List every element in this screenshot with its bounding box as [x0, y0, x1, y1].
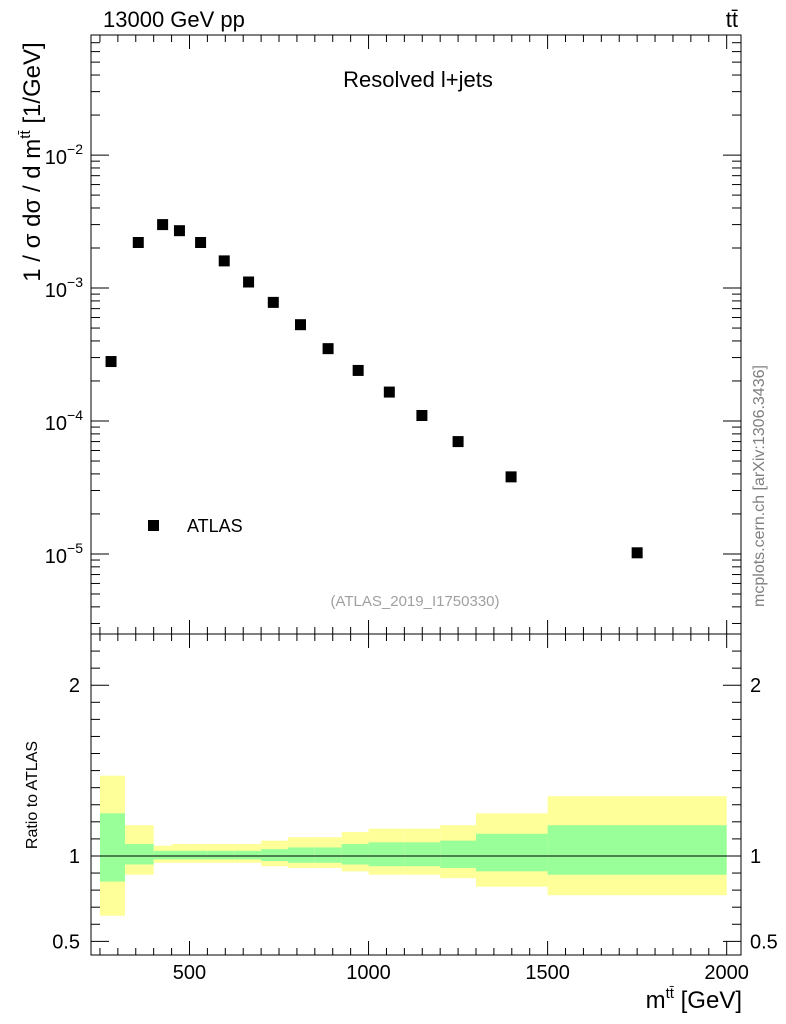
data-point [157, 219, 169, 231]
main-ytick-label-exponent: −2 [67, 141, 83, 157]
x-tick-label: 1500 [525, 962, 570, 984]
ratio-tick-labels: 2 2 1 1 0.5 0.5 500 1000 1500 2000 [52, 675, 778, 984]
main-ytick-label-base: 10 [45, 546, 67, 568]
ratio-ytick-label-left: 1 [69, 846, 80, 868]
ratio-ytick-label-right: 0.5 [750, 931, 778, 953]
ratio-inner-band [475, 833, 548, 872]
data-point [105, 356, 117, 368]
ratio-inner-band [171, 850, 190, 860]
ratio-ytick-label-right: 1 [750, 846, 761, 868]
main-ytick-labels: 10−210−310−410−5 [45, 141, 83, 568]
ratio-ytick-label-left: 2 [69, 675, 80, 697]
data-point [173, 225, 185, 237]
ratio-y-axis-label: Ratio to ATLAS [24, 741, 41, 849]
ratio-inner-band [440, 840, 476, 868]
data-point [322, 343, 334, 355]
main-panel: 10−210−310−410−5 Resolved l+jets (ATLAS_… [17, 34, 742, 635]
x-axis-label-sup: tt̄ [666, 985, 675, 1002]
ratio-inner-band [125, 844, 154, 865]
ratio-inner-band [287, 847, 315, 863]
main-y-axis-label-sup: tt̄ [17, 130, 34, 139]
ratio-frame [90, 633, 742, 956]
main-axis-ticks [91, 34, 741, 634]
ratio-inner-band [99, 813, 126, 882]
main-ytick-label-exponent: −4 [67, 407, 83, 423]
analysis-annotation: (ATLAS_2019_I1750330) [330, 593, 499, 610]
main-ytick-label-exponent: −5 [67, 540, 83, 556]
x-tick-label: 500 [173, 962, 206, 984]
x-axis-label-main: m [646, 987, 666, 1014]
data-point [452, 436, 464, 448]
data-point [505, 471, 517, 483]
ratio-inner-band [207, 850, 235, 860]
ratio-bands [99, 775, 727, 916]
main-ytick-label: 10−3 [45, 274, 83, 302]
main-ytick-label: 10−2 [45, 141, 83, 169]
ratio-ytick-label-left: 0.5 [52, 931, 80, 953]
ratio-inner-band [261, 849, 288, 862]
data-point [195, 237, 207, 249]
ratio-inner-band [189, 850, 208, 860]
ratio-axis-ticks [91, 634, 741, 955]
data-point [416, 409, 428, 421]
main-ytick-label-exponent: −3 [67, 274, 83, 290]
ratio-ytick-label-right: 2 [750, 675, 761, 697]
ratio-inner-band [368, 842, 405, 867]
legend-marker [148, 520, 159, 531]
ratio-inner-band [314, 847, 342, 863]
main-data-points [105, 219, 643, 559]
ratio-panel: 2 2 1 1 0.5 0.5 500 1000 1500 2000 Ratio to ATLAS… [24, 633, 778, 1014]
main-y-axis-label-unit: [1/GeV] [19, 42, 46, 130]
source-note: mcplots.cern.ch [arXiv:1306.3436] [751, 365, 768, 607]
data-point [132, 237, 144, 249]
ratio-inner-band [341, 844, 369, 865]
data-point [218, 255, 230, 267]
data-point [631, 547, 643, 559]
data-point [383, 386, 395, 398]
main-frame [90, 34, 742, 635]
ratio-inner-band [404, 842, 441, 867]
x-tick-label: 1000 [346, 962, 391, 984]
data-point [267, 296, 279, 308]
data-point [352, 364, 364, 376]
main-y-axis-label: 1 / σ dσ / d mtt̄ [1/GeV] [17, 42, 46, 281]
main-ytick-label-base: 10 [45, 413, 67, 435]
main-ytick-label-base: 10 [45, 147, 67, 169]
x-axis-label-unit: [GeV] [674, 987, 742, 1014]
chart-title: Resolved l+jets [343, 67, 493, 92]
data-point [295, 319, 307, 331]
header-right-label: tt̄ [726, 7, 738, 32]
header-left-label: 13000 GeV pp [103, 7, 245, 32]
data-point [243, 276, 255, 288]
legend-label: ATLAS [187, 516, 243, 536]
x-tick-label: 2000 [704, 962, 749, 984]
x-axis-label: mtt̄ [GeV] [646, 985, 742, 1014]
ratio-inner-band [153, 850, 172, 860]
ratio-inner-band [547, 825, 727, 875]
main-ytick-label: 10−5 [45, 540, 83, 568]
main-ytick-label-base: 10 [45, 280, 67, 302]
main-y-axis-label-main: 1 / σ dσ / d m [19, 139, 46, 282]
main-ytick-label: 10−4 [45, 407, 83, 435]
ratio-inner-band [234, 850, 262, 860]
